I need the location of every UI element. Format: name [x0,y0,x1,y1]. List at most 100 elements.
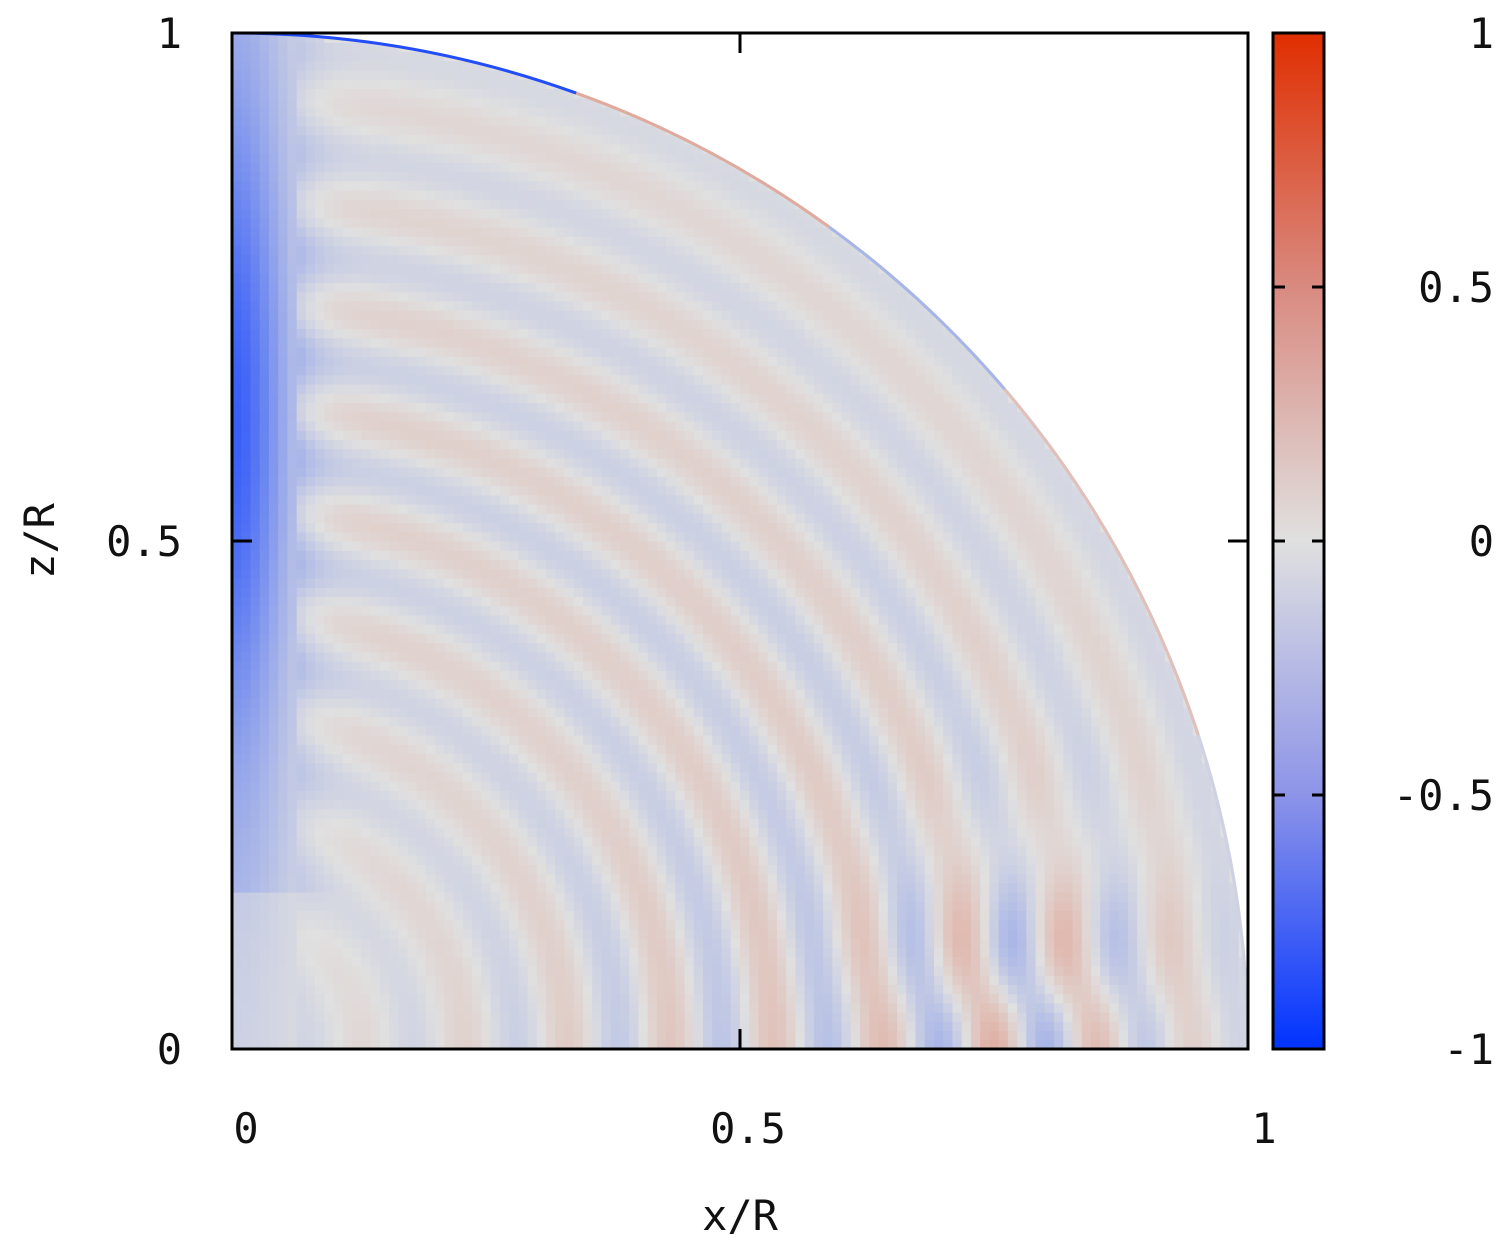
heatmap-cell [610,522,621,533]
heatmap-cell [268,753,279,764]
heatmap-cell [638,845,649,856]
heatmap-cell [647,818,658,828]
heatmap-cell [324,882,335,893]
heatmap-cell [536,513,547,524]
heatmap-cell [481,347,492,357]
heatmap-cell [250,577,261,588]
heatmap-cell [333,781,344,791]
heatmap-cell [342,42,353,53]
heatmap-cell [241,33,252,43]
heatmap-cell [407,457,418,468]
heatmap-cell [370,753,381,764]
heatmap-cell [555,928,566,939]
heatmap-cell [444,513,455,524]
heatmap-cell [536,753,547,764]
heatmap-cell [305,771,316,782]
heatmap-cell [425,827,436,838]
heatmap-cell [453,69,464,80]
heatmap-cell [287,291,298,302]
heatmap-cell [647,171,658,182]
heatmap-cell [638,236,649,247]
heatmap-cell [315,337,325,348]
heatmap-cell [555,457,566,468]
heatmap-cell [287,522,298,533]
heatmap-cell [462,420,473,431]
heatmap-cell [472,347,482,357]
heatmap-cell [278,808,289,819]
heatmap-cell [518,347,529,357]
heatmap-cell [453,328,464,339]
heatmap-cell [287,337,298,348]
heatmap-cell [407,106,418,117]
heatmap-cell [398,337,409,348]
heatmap-cell [398,531,409,542]
heatmap-cell [268,707,279,718]
heatmap-cell [527,485,538,496]
heatmap-cell [601,273,612,283]
heatmap-cell [361,781,372,791]
heatmap-cell [629,337,639,348]
heatmap-cell [305,605,316,616]
heatmap-cell [296,162,307,173]
heatmap-cell [444,282,455,293]
heatmap-cell [564,1002,575,1013]
heatmap-cell [546,420,556,431]
heatmap-cell [656,790,667,801]
heatmap-cell [370,651,381,662]
heatmap-cell [241,531,252,542]
heatmap-cell [582,467,593,477]
heatmap-cell [499,855,510,865]
heatmap-cell [278,901,289,912]
heatmap-cell [546,808,556,819]
heatmap-cell [333,356,344,367]
heatmap-cell [352,467,362,477]
heatmap-cell [425,402,436,413]
heatmap-cell [232,818,242,828]
heatmap-cell [287,79,298,90]
heatmap-cell [582,559,593,570]
heatmap-cell [389,457,399,468]
heatmap-cell [342,97,353,108]
heatmap-cell [453,457,464,468]
heatmap-cell [481,956,492,967]
heatmap-cell [490,818,501,828]
heatmap-cell [389,901,399,912]
heatmap-cell [278,744,289,755]
heatmap-cell [564,855,575,865]
heatmap-cell [324,457,335,468]
heatmap-cell [573,568,584,579]
heatmap-cell [453,60,464,71]
heatmap-cell [259,679,270,690]
heatmap-cell [241,541,252,551]
heatmap-cell [536,439,547,450]
heatmap-cell [444,60,455,71]
heatmap-cell [582,282,593,293]
heatmap-cell [638,485,649,496]
heatmap-cell [425,208,436,219]
heatmap-cell [518,910,529,921]
heatmap-cell [287,143,298,154]
heatmap-cell [361,273,372,283]
heatmap-cell [638,781,649,791]
heatmap-cell [259,236,270,247]
heatmap-field [232,33,1248,1049]
heatmap-cell [278,411,289,422]
heatmap-cell [573,226,584,237]
heatmap-cell [555,254,566,265]
heatmap-cell [435,836,446,847]
heatmap-cell [601,661,612,671]
heatmap-cell [278,541,289,551]
heatmap-cell [499,494,510,505]
heatmap-cell [536,1030,547,1041]
heatmap-cell [499,984,510,995]
heatmap-cell [536,836,547,847]
heatmap-cell [278,1021,289,1032]
heatmap-cell [656,975,667,985]
heatmap-cell [333,42,344,53]
heatmap-cell [425,430,436,440]
heatmap-cell [389,818,399,828]
heatmap-cell [573,328,584,339]
heatmap-cell [546,457,556,468]
heatmap-cell [481,550,492,561]
heatmap-cell [610,614,621,625]
